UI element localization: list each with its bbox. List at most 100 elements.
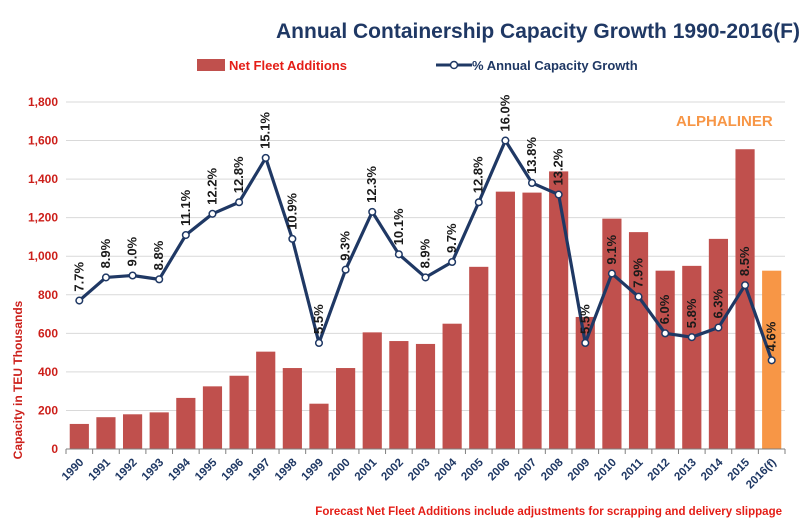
growth-point xyxy=(208,209,217,218)
x-tick-label: 2012 xyxy=(646,457,673,484)
y-tick-label: 0 xyxy=(51,442,58,456)
x-tick-label: 1999 xyxy=(300,457,327,484)
x-tick-label: 1995 xyxy=(193,456,220,483)
growth-data-label: 15.1% xyxy=(258,112,273,149)
bar xyxy=(735,149,755,449)
bar xyxy=(202,386,223,449)
growth-point xyxy=(261,153,270,162)
bar xyxy=(522,192,542,449)
y-tick-label: 600 xyxy=(38,326,58,340)
bar xyxy=(336,368,356,449)
growth-data-label: 12.8% xyxy=(231,156,246,193)
growth-data-label: 5.5% xyxy=(311,304,326,334)
bar xyxy=(282,368,302,449)
legend-label-bars: Net Fleet Additions xyxy=(229,58,347,73)
y-tick-label: 1,800 xyxy=(28,95,58,109)
growth-point xyxy=(155,275,164,284)
x-tick-label: 2008 xyxy=(539,456,566,483)
growth-data-label: 11.1% xyxy=(178,189,193,226)
growth-point xyxy=(341,265,350,274)
bar xyxy=(682,265,702,449)
growth-data-label: 7.9% xyxy=(631,258,646,288)
growth-point xyxy=(714,323,723,332)
x-tick-label: 2002 xyxy=(379,457,406,484)
legend-swatch-marker xyxy=(449,60,459,70)
footnote: Forecast Net Fleet Additions include adj… xyxy=(315,506,782,518)
growth-data-label: 9.7% xyxy=(444,223,459,253)
growth-point xyxy=(314,338,324,348)
x-tick-label: 2003 xyxy=(406,457,433,484)
x-tick-label: 1991 xyxy=(86,456,113,483)
x-tick-label: 2016(f) xyxy=(744,457,779,492)
growth-data-label: 9.0% xyxy=(125,236,140,266)
growth-point xyxy=(368,207,377,216)
bar xyxy=(96,417,116,449)
bar xyxy=(495,191,515,449)
x-tick-label: 2011 xyxy=(620,456,647,483)
bar xyxy=(442,323,462,449)
x-tick-label: 2006 xyxy=(486,457,513,484)
chart-title: Annual Containership Capacity Growth 199… xyxy=(276,20,800,43)
bar xyxy=(309,403,329,449)
bar xyxy=(389,341,409,449)
growth-point xyxy=(128,271,137,280)
growth-point xyxy=(527,178,537,188)
growth-data-label: 9.1% xyxy=(604,235,619,265)
legend-swatch-bars xyxy=(197,59,225,71)
growth-data-label: 12.2% xyxy=(204,168,219,205)
growth-point xyxy=(661,329,670,338)
growth-data-label: 8.5% xyxy=(737,246,752,276)
x-tick-label: 1993 xyxy=(140,457,167,484)
x-tick-label: 2004 xyxy=(433,456,460,483)
bar xyxy=(415,343,436,449)
growth-data-label: 10.1% xyxy=(391,208,406,245)
bar xyxy=(469,266,489,449)
growth-data-label: 4.6% xyxy=(764,321,779,351)
legend-label-line: % Annual Capacity Growth xyxy=(472,58,638,73)
bar xyxy=(256,351,276,449)
growth-point xyxy=(581,338,590,348)
y-tick-label: 1,400 xyxy=(28,172,58,186)
x-tick-label: 1990 xyxy=(60,457,87,484)
growth-data-label: 6.3% xyxy=(710,288,725,318)
x-tick-label: 2005 xyxy=(459,456,486,483)
bar xyxy=(708,238,729,449)
growth-data-label: 13.2% xyxy=(551,148,566,185)
growth-data-label: 8.9% xyxy=(98,238,113,268)
bar xyxy=(149,412,169,449)
line-layer xyxy=(75,136,776,365)
bar xyxy=(628,232,649,449)
x-tick-label: 1996 xyxy=(220,457,247,484)
growth-point xyxy=(687,333,696,342)
bar xyxy=(575,316,595,449)
x-tick-label: 2010 xyxy=(592,457,619,484)
bar xyxy=(229,375,249,449)
growth-point xyxy=(235,198,244,207)
growth-point xyxy=(634,292,643,301)
y-tick-label: 800 xyxy=(38,288,58,302)
bar xyxy=(122,414,143,449)
growth-point xyxy=(767,356,776,365)
bar xyxy=(69,423,89,449)
label-layer: 7.7% 8.9% 9.0% 8.8% 11.1% 12.2% 12.8% 15.1% 10.9… xyxy=(71,94,778,351)
growth-data-label: 6.0% xyxy=(657,294,672,324)
growth-point xyxy=(101,273,110,282)
x-tick-label: 1992 xyxy=(113,457,140,484)
growth-data-label: 12.3% xyxy=(364,166,379,203)
growth-point xyxy=(741,281,750,290)
x-tick-label: 2009 xyxy=(566,457,593,484)
growth-data-label: 5.5% xyxy=(577,304,592,334)
growth-data-label: 7.7% xyxy=(71,261,86,291)
growth-data-label: 16.0% xyxy=(497,94,512,131)
growth-point xyxy=(394,250,403,259)
y-tick-label: 200 xyxy=(38,403,58,417)
growth-point xyxy=(554,190,563,199)
y-tick-label: 1,600 xyxy=(28,134,58,148)
growth-point xyxy=(501,136,510,145)
y-tick-label: 1,200 xyxy=(28,211,58,225)
growth-point xyxy=(421,273,430,282)
x-tick-label: 1994 xyxy=(166,456,193,483)
brand-annotation: ALPHALINER xyxy=(676,113,773,130)
growth-data-label: 9.3% xyxy=(338,231,353,261)
growth-data-label: 8.8% xyxy=(151,240,166,270)
